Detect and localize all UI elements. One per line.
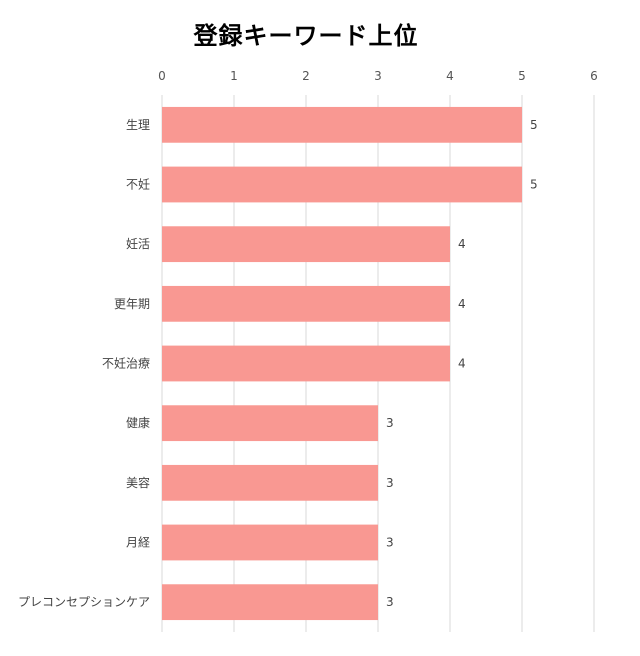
x-tick-label: 0 [158,69,166,83]
data-labels: 5 5 4 4 4 3 3 3 3 [386,118,538,609]
category-label: 不妊治療 [102,357,150,371]
data-label: 3 [386,476,394,490]
category-label: 妊活 [126,237,150,251]
bars [162,106,522,621]
bar [162,166,522,203]
category-label: 美容 [126,475,150,490]
bar [162,226,450,263]
data-label: 5 [530,178,538,192]
bar [162,464,378,501]
category-label: プレコンセプションケア [18,595,150,609]
chart-title: 登録キーワード上位 [193,22,419,50]
bar [162,405,378,442]
data-label: 4 [458,237,466,251]
x-tick-label: 5 [518,69,526,83]
data-label: 3 [386,536,394,550]
x-tick-label: 6 [590,69,598,83]
data-label: 3 [386,416,394,430]
bar [162,106,522,143]
category-label: 生理 [126,118,150,132]
bar [162,345,450,382]
x-axis-ticks: 0 1 2 3 4 5 6 [158,69,598,83]
data-label: 5 [530,118,538,132]
category-label: 月経 [126,536,150,550]
category-label: 健康 [126,415,150,430]
bar [162,285,450,322]
x-tick-label: 1 [230,69,238,83]
data-label: 3 [386,595,394,609]
data-label: 4 [458,357,466,371]
bar [162,524,378,561]
x-tick-label: 2 [302,69,310,83]
bar [162,584,378,621]
category-label: 更年期 [114,297,150,311]
x-tick-label: 3 [374,69,382,83]
category-label: 不妊 [126,178,150,192]
data-label: 4 [458,297,466,311]
x-tick-label: 4 [446,69,454,83]
